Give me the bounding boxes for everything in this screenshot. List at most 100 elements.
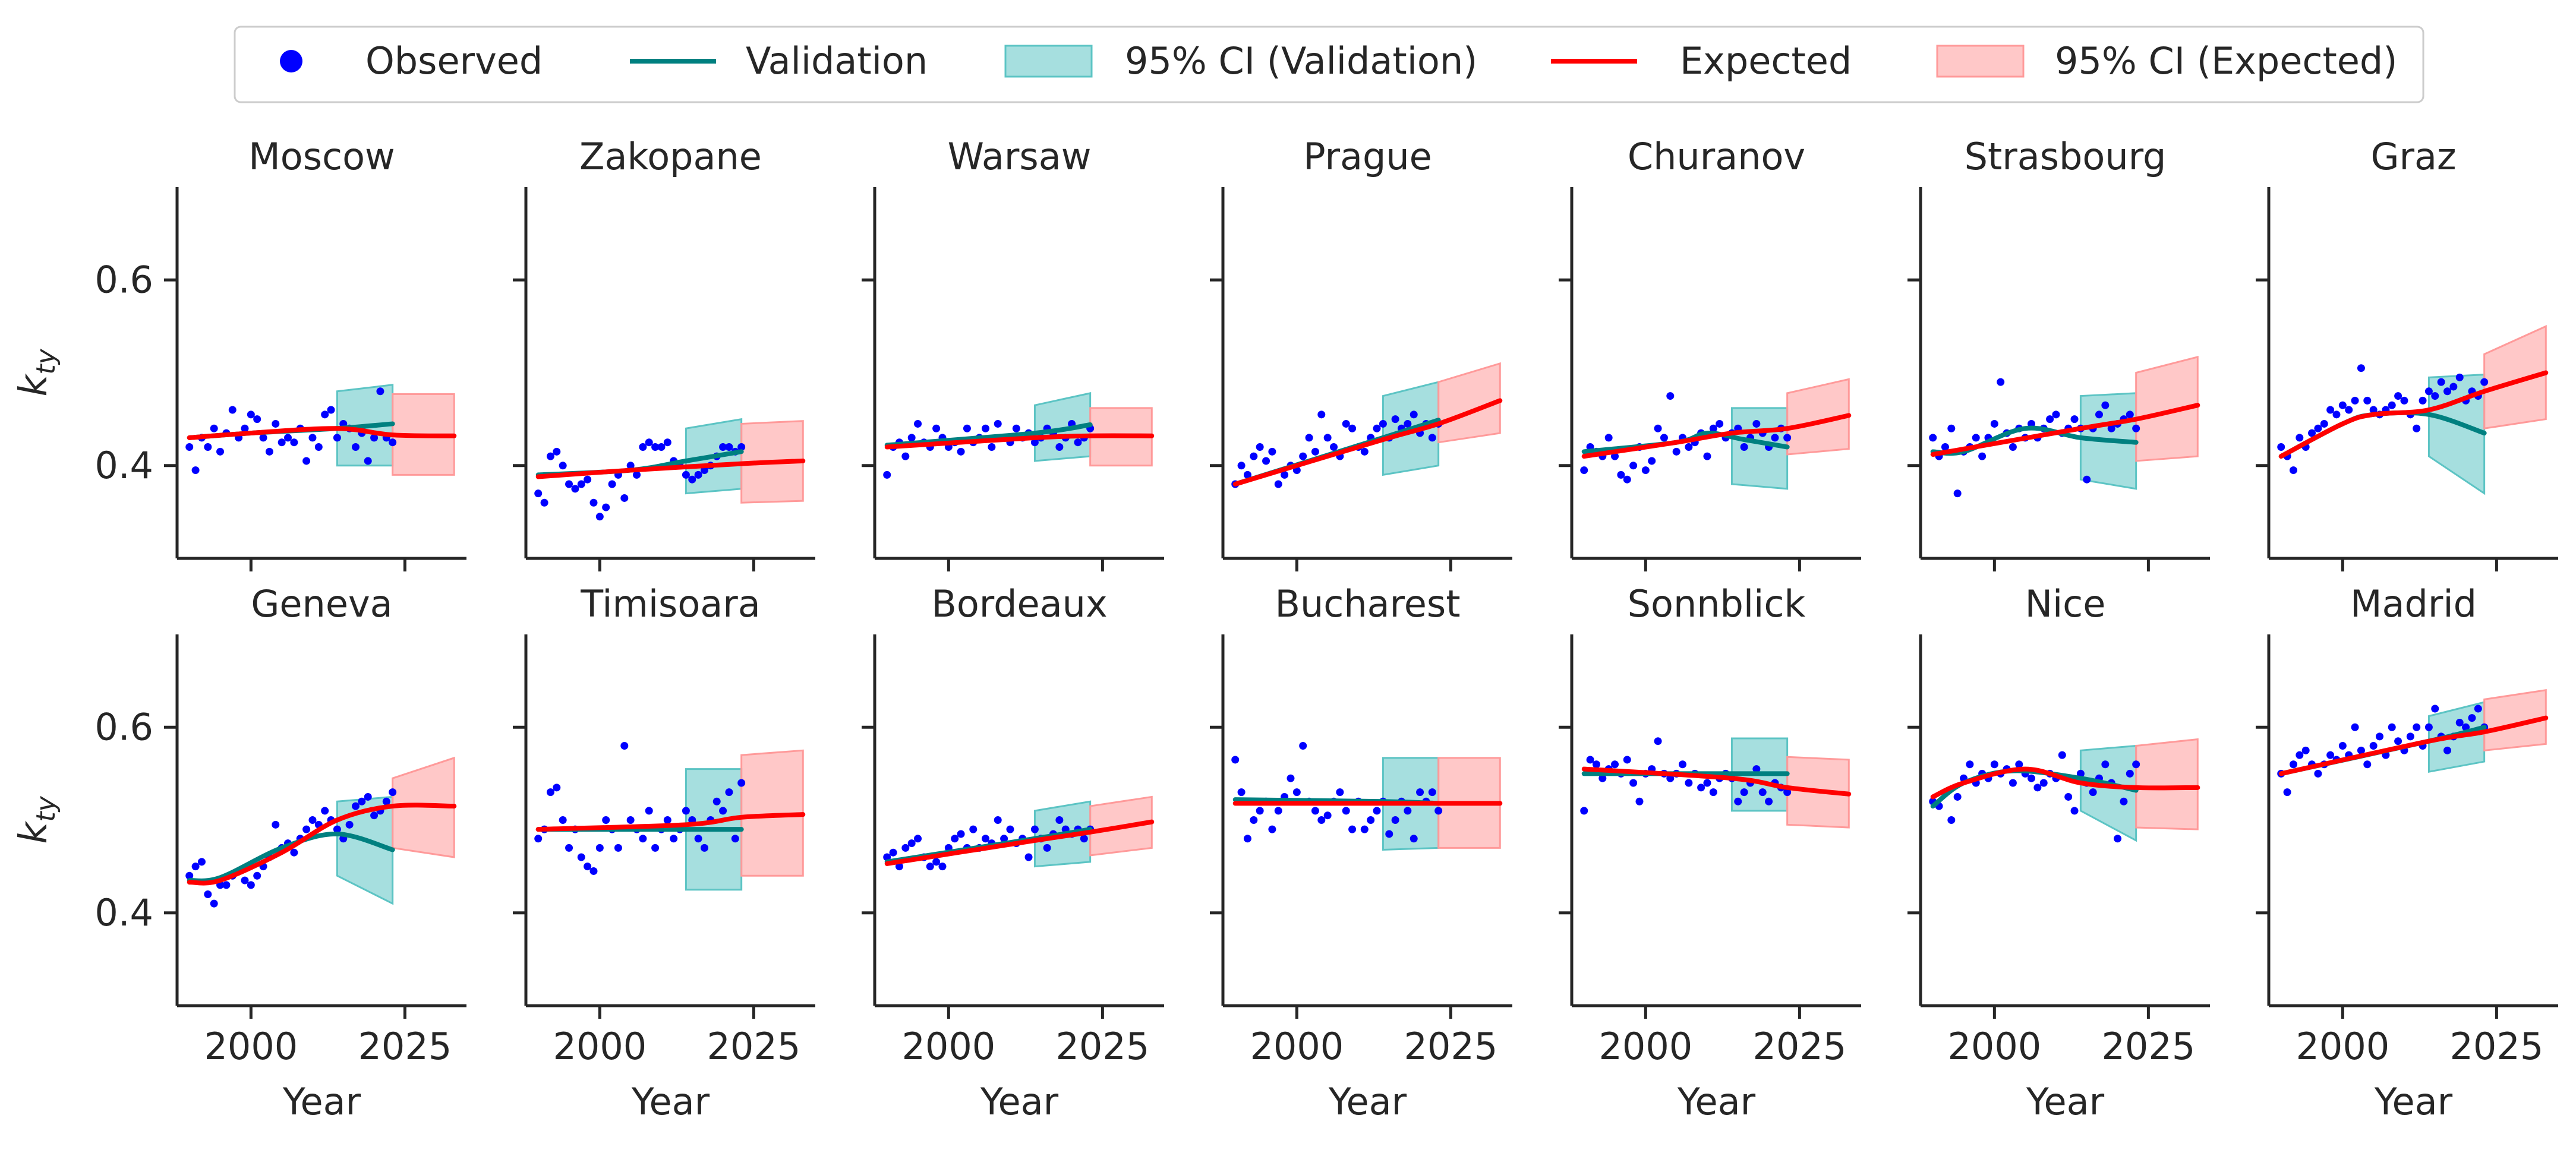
observed-point	[1990, 760, 1998, 769]
x-tick-label: 2000	[1250, 1025, 1344, 1068]
observed-point	[1391, 816, 1399, 824]
observed-point	[1752, 419, 1761, 428]
observed-point	[1299, 742, 1307, 750]
observed-point	[546, 452, 554, 460]
legend-item-ci_expected: 95% CI (Expected)	[1936, 39, 2397, 83]
observed-point	[883, 470, 891, 479]
observed-point	[253, 871, 261, 880]
observed-point	[210, 899, 218, 908]
observed-point	[2126, 410, 2134, 419]
observed-point	[1024, 853, 1033, 861]
observed-point	[914, 419, 922, 428]
observed-point	[2314, 769, 2322, 778]
observed-point	[2132, 424, 2140, 432]
observed-point	[1629, 462, 1638, 470]
observed-point	[1012, 424, 1020, 432]
y-tick-label: 0.4	[94, 891, 153, 934]
observed-point	[2369, 742, 2378, 750]
legend-label-validation: Validation	[746, 39, 928, 83]
observed-point	[1000, 835, 1008, 843]
observed-point	[737, 443, 746, 451]
observed-point	[1274, 480, 1282, 488]
observed-point	[2283, 788, 2291, 797]
expected-line	[187, 803, 457, 886]
expected-line	[2278, 370, 2549, 459]
observed-point	[2455, 373, 2464, 381]
ci-expected-band	[2135, 738, 2199, 830]
observed-point	[540, 498, 548, 507]
observed-point	[2413, 424, 2421, 432]
observed-point	[2369, 406, 2378, 414]
observed-point	[2462, 723, 2470, 731]
observed-point	[1379, 419, 1387, 428]
observed-point	[1685, 443, 1693, 451]
observed-point	[389, 438, 397, 447]
observed-point	[602, 503, 610, 511]
panel-sonnblick: Sonnblick 2000 2025 Year	[1559, 582, 1861, 1123]
observed-point	[657, 443, 666, 451]
observed-point	[584, 475, 592, 484]
expected-line	[535, 458, 806, 479]
observed-point	[595, 844, 604, 852]
observed-point	[602, 816, 610, 824]
y-tick-label: 0.6	[94, 258, 153, 301]
observed-point	[1771, 434, 1779, 442]
legend-label-observed: Observed	[365, 39, 543, 83]
observed-point	[278, 438, 286, 447]
observed-point	[577, 480, 585, 488]
observed-point	[694, 470, 702, 479]
observed-point	[737, 779, 746, 787]
panel-title: Madrid	[2350, 582, 2477, 626]
panel-timisoara: Timisoara 2000 2025 Year	[513, 582, 815, 1123]
observed-point	[2455, 718, 2464, 726]
observed-point	[358, 797, 366, 805]
observed-point	[2345, 406, 2353, 414]
observed-point	[534, 835, 543, 843]
observed-point	[2449, 383, 2458, 391]
observed-point	[259, 434, 267, 442]
observed-point	[2424, 723, 2433, 731]
x-tick-label: 2025	[1055, 1025, 1149, 1068]
observed-point	[2431, 392, 2439, 400]
x-tick-label: 2000	[553, 1025, 647, 1068]
observed-point	[382, 797, 390, 805]
legend-item-observed: Observed	[280, 39, 543, 83]
observed-point	[1317, 410, 1326, 419]
observed-point	[2314, 424, 2322, 432]
observed-point	[1654, 424, 1662, 432]
y-axis-label-base: k	[12, 820, 56, 844]
observed-point	[1997, 378, 2005, 386]
observed-point	[2413, 723, 2421, 731]
observed-point	[1434, 807, 1443, 815]
panel-title: Timisoara	[580, 582, 761, 626]
observed-point	[2338, 401, 2347, 409]
panel-title: Graz	[2370, 135, 2456, 178]
panel-moscow: Moscow 0.4 0.6 kty	[12, 135, 466, 571]
observed-point	[932, 424, 941, 432]
observed-point	[1055, 443, 1064, 451]
observed-point	[626, 462, 635, 470]
y-axis-label-subscript: ty	[31, 348, 61, 374]
panel-warsaw: Warsaw	[862, 135, 1164, 571]
x-axis-label: Year	[2026, 1080, 2105, 1123]
observed-point	[2009, 779, 2017, 787]
expected-line	[1232, 398, 1503, 487]
observed-point	[1953, 792, 1962, 801]
observed-point	[2070, 807, 2079, 815]
observed-point	[1623, 475, 1631, 484]
observed-point	[314, 443, 323, 451]
observed-point	[957, 447, 965, 456]
ci-expected-band	[740, 749, 804, 877]
expected-line	[2278, 715, 2549, 776]
observed-point	[1268, 447, 1276, 456]
observed-point	[2289, 466, 2297, 475]
observed-point	[1274, 807, 1282, 815]
observed-point	[191, 466, 200, 475]
x-tick-label: 2025	[2101, 1025, 2195, 1068]
observed-point	[1740, 788, 1748, 797]
observed-point	[957, 830, 965, 838]
observed-point	[584, 863, 592, 871]
observed-point	[1758, 788, 1767, 797]
observed-point	[1385, 830, 1393, 838]
observed-point	[2357, 746, 2365, 754]
